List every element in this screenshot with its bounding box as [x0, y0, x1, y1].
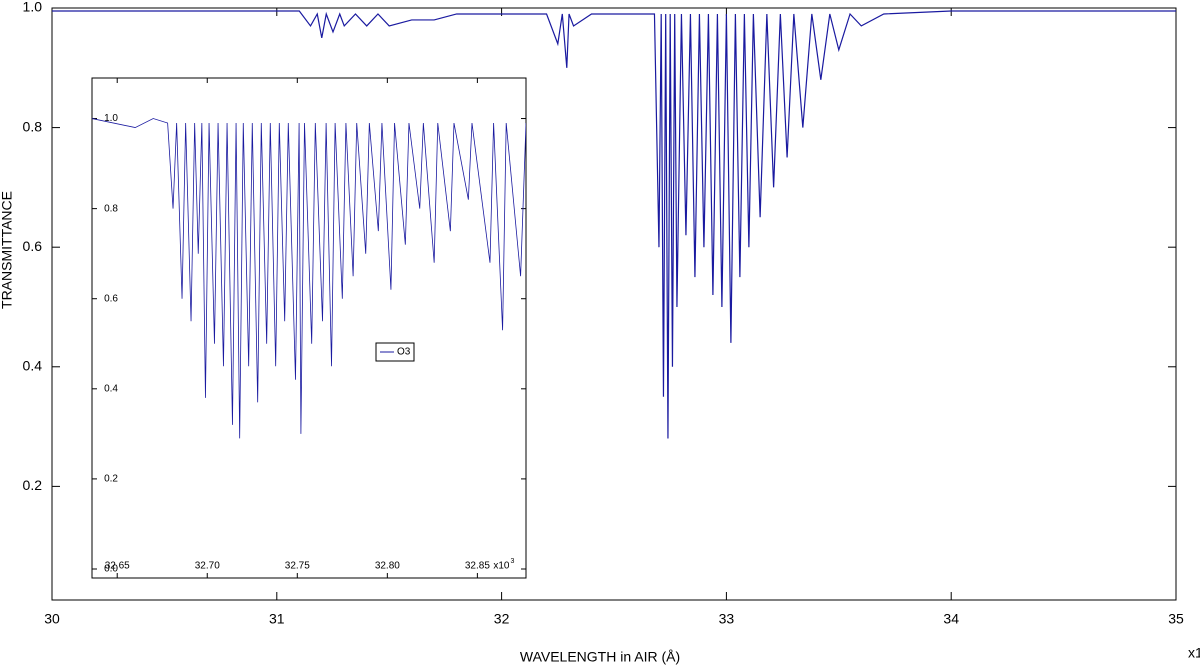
x-tick-label: 35 — [1168, 611, 1184, 627]
legend: O3 — [375, 342, 415, 362]
main-plot-frame — [51, 7, 1177, 601]
y-tick-label: 0.6 — [23, 238, 43, 254]
x-axis-label: WAVELENGTH in AIR (Å) — [520, 649, 680, 665]
y-tick-label: 0.6 — [104, 293, 118, 304]
y-tick-label: 1.0 — [23, 0, 43, 15]
spectrum-line — [52, 10, 1176, 439]
x-multiplier: x10 — [1188, 645, 1200, 661]
inset-background — [91, 77, 527, 579]
x-tick-label: 32.85 — [465, 561, 490, 572]
y-tick-label: 0.0 — [104, 564, 118, 575]
x-tick-label: 31 — [269, 611, 285, 627]
x-tick-label: 34 — [943, 611, 959, 627]
y-tick-label: 0.2 — [23, 477, 43, 493]
y-tick-label: 0.4 — [104, 383, 118, 394]
x-tick-label: 32.80 — [375, 561, 400, 572]
x-tick-label: 33 — [719, 611, 735, 627]
y-tick-label: 0.4 — [23, 357, 43, 373]
spectrum-line — [92, 118, 526, 439]
y-tick-label: 0.2 — [104, 474, 118, 485]
x-tick-label: 32.75 — [285, 561, 310, 572]
x-tick-label: 30 — [44, 611, 60, 627]
x-tick-label: 32 — [494, 611, 510, 627]
y-tick-label: 1.0 — [104, 113, 118, 124]
y-axis-label: TRANSMITTANCE — [0, 191, 15, 309]
legend-box — [375, 342, 415, 362]
x-multiplier: x10 — [493, 561, 510, 572]
legend-label: O3 — [397, 347, 411, 358]
y-tick-label: 0.8 — [23, 118, 43, 134]
x-multiplier-exponent: 3 — [511, 558, 515, 565]
x-tick-label: 32.65 — [105, 561, 130, 572]
x-tick-label: 32.70 — [195, 561, 220, 572]
y-tick-label: 0.8 — [104, 203, 118, 214]
